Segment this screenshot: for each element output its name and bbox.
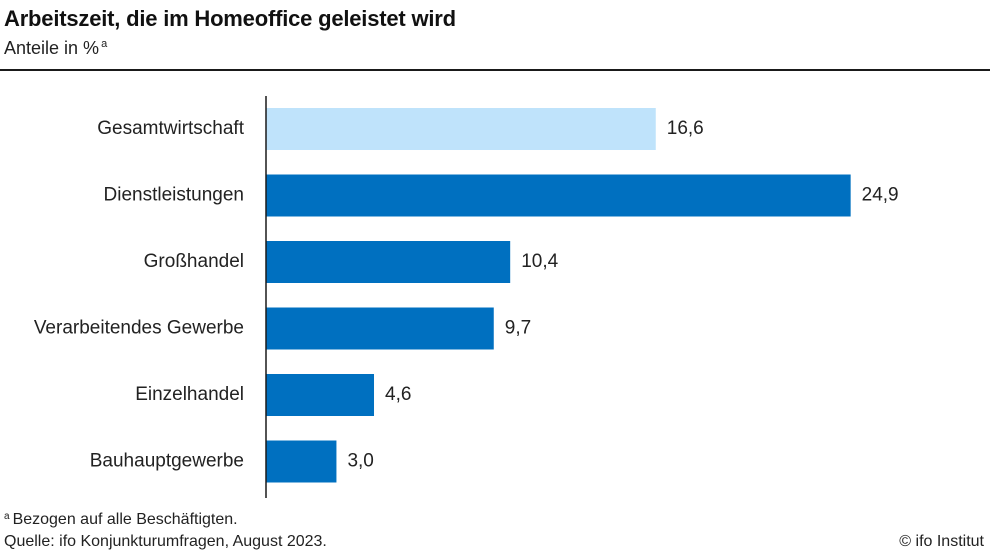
category-label: Bauhauptgewerbe <box>90 451 244 472</box>
subtitle-text: Anteile in % <box>4 38 100 58</box>
footnote-text: Bezogen auf alle Beschäftigten. <box>12 511 238 528</box>
category-label: Dienstleistungen <box>104 185 244 206</box>
value-label: 4,6 <box>385 384 411 405</box>
value-label: 10,4 <box>521 251 558 272</box>
subtitle-footnote-marker: a <box>101 38 108 50</box>
bar-3 <box>266 307 494 350</box>
footnote: a Bezogen auf alle Beschäftigten. <box>4 511 238 529</box>
source-note: Quelle: ifo Konjunkturumfragen, August 2… <box>4 533 327 550</box>
category-label: Verarbeitendes Gewerbe <box>34 318 244 339</box>
bar-0 <box>266 108 656 150</box>
bar-2 <box>266 241 511 283</box>
category-label: Großhandel <box>144 251 244 272</box>
bar-chart: Gesamtwirtschaft 16,6 Dienstleistungen 24,9… <box>34 96 899 498</box>
chart-subtitle: Anteile in % a <box>4 38 107 59</box>
chart-title: Arbeitszeit, die im Homeoffice geleistet… <box>4 6 456 31</box>
value-label: 24,9 <box>862 185 899 206</box>
value-label: 3,0 <box>347 451 373 472</box>
category-label: Gesamtwirtschaft <box>97 118 244 139</box>
bar-4 <box>266 374 375 416</box>
value-label: 9,7 <box>505 318 531 339</box>
copyright-note: © ifo Institut <box>899 533 984 550</box>
value-label: 16,6 <box>667 118 704 139</box>
bar-5 <box>266 440 337 483</box>
bar-1 <box>266 174 851 217</box>
category-label: Einzelhandel <box>135 384 244 405</box>
title-divider <box>0 69 990 71</box>
bars-layer: Gesamtwirtschaft 16,6 Dienstleistungen 24,9… <box>34 108 899 483</box>
footnote-marker: a <box>4 511 10 522</box>
